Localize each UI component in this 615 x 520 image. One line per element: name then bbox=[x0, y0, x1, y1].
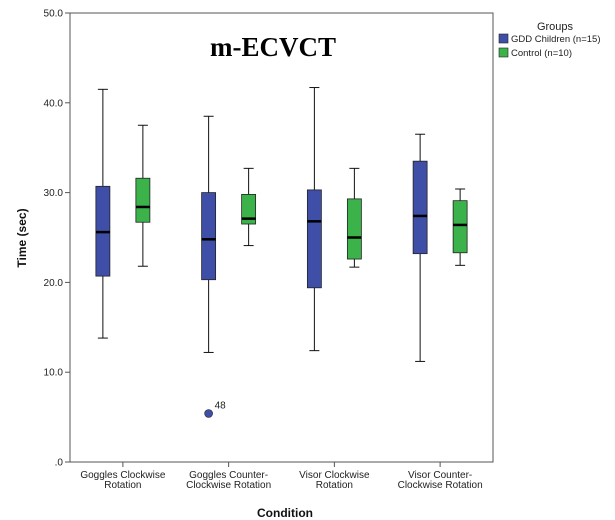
plot-area: .0 10.0 20.0 30.0 40.0 50.0 Goggles Clockwise R… bbox=[44, 9, 494, 491]
iqr-box bbox=[412, 160, 428, 255]
legend-title: Groups bbox=[537, 21, 574, 33]
iqr-box bbox=[452, 200, 468, 254]
iqr-box bbox=[346, 198, 362, 260]
legend: Groups GDD Children (n=15) Control (n=10) bbox=[498, 21, 601, 59]
y-tick-label: 20.0 bbox=[44, 278, 64, 289]
box-control bbox=[452, 188, 468, 266]
iqr-box bbox=[306, 189, 322, 289]
legend-swatch bbox=[498, 33, 509, 44]
box-control bbox=[135, 124, 151, 267]
iqr-box bbox=[201, 192, 217, 281]
box-gdd bbox=[412, 133, 428, 362]
legend-entry-label: GDD Children (n=15) bbox=[511, 34, 601, 45]
plot-frame bbox=[69, 12, 494, 463]
legend-entry-label: Control (n=10) bbox=[511, 48, 572, 59]
outlier-label: 48 bbox=[215, 401, 227, 412]
y-tick-label: 30.0 bbox=[44, 188, 64, 199]
legend-swatch bbox=[498, 47, 509, 58]
box-gdd bbox=[95, 88, 111, 339]
x-tick-label: Goggles Clockwise Rotation bbox=[80, 470, 165, 491]
box-control bbox=[241, 167, 257, 247]
outlier-point bbox=[204, 409, 213, 418]
y-tick-label: 10.0 bbox=[44, 368, 64, 379]
y-tick-label: .0 bbox=[55, 458, 64, 469]
x-tick-label: Goggles Counter-Clockwise Rotation bbox=[186, 470, 271, 491]
x-tick-label: Visor Counter-Clockwise Rotation bbox=[398, 470, 483, 491]
iqr-box bbox=[241, 193, 257, 225]
y-axis-title: Time (sec) bbox=[15, 208, 29, 267]
y-tick-label: 50.0 bbox=[44, 9, 64, 20]
box-control bbox=[346, 167, 362, 268]
y-tick-label: 40.0 bbox=[44, 98, 64, 109]
box-gdd bbox=[306, 87, 322, 352]
x-tick-label: Visor Clockwise Rotation bbox=[299, 470, 370, 491]
box-gdd: 48 bbox=[201, 115, 227, 418]
x-axis-title: Condition bbox=[257, 506, 313, 520]
chart-title: m-ECVCT bbox=[210, 32, 336, 62]
iqr-box bbox=[135, 177, 151, 223]
